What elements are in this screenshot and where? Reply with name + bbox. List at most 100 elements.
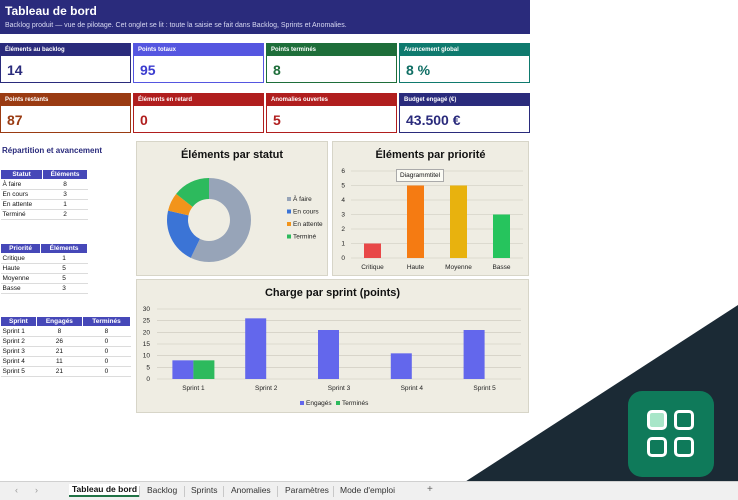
table-row: Sprint 2 26 0 xyxy=(0,336,131,347)
bar[interactable] xyxy=(463,330,485,379)
kpi-value: 5 xyxy=(273,112,281,128)
table-cell[interactable]: Sprint 2 xyxy=(0,336,37,347)
table-row: Sprint 4 11 0 xyxy=(0,356,131,367)
sheet-tab-bar: ‹ › Tableau de bord Backlog Sprints Anom… xyxy=(0,481,738,500)
table-cell[interactable]: Basse xyxy=(0,283,41,294)
status-chart-plot: À faire En cours En attente Terminé xyxy=(167,178,323,262)
table-cell[interactable]: 26 xyxy=(36,336,83,347)
table-cell[interactable]: 3 xyxy=(42,189,88,200)
kpi-label: Anomalies ouvertes xyxy=(267,94,396,106)
next-sheet-icon[interactable]: › xyxy=(35,485,38,495)
kpi-value: 8 xyxy=(273,62,281,78)
tab-parametres[interactable]: Paramètres xyxy=(285,485,329,495)
tab-sprints[interactable]: Sprints xyxy=(191,485,218,495)
table-cell[interactable]: En attente xyxy=(0,199,43,210)
pie-slice[interactable] xyxy=(190,178,251,262)
table-cell[interactable]: 21 xyxy=(36,366,83,377)
table-row: Sprint 5 21 0 xyxy=(0,366,131,377)
y-tick-label: 0 xyxy=(341,255,345,262)
dashboard-header: Tableau de bord Backlog produit — vue de… xyxy=(0,0,530,34)
x-tick-label: Critique xyxy=(361,264,384,271)
table-cell[interactable]: Sprint 5 xyxy=(0,366,37,377)
table-cell[interactable]: À faire xyxy=(0,179,43,190)
table-cell[interactable]: 0 xyxy=(82,356,131,367)
x-tick-label: Sprint 2 xyxy=(255,385,278,392)
table-cell[interactable]: 8 xyxy=(82,326,131,337)
pie-slice[interactable] xyxy=(168,193,193,216)
table-cell[interactable]: Sprint 3 xyxy=(0,346,37,357)
sprint-chart[interactable]: Charge par sprint (points) 0 5 10 15 20 25 30 S… xyxy=(136,279,529,413)
chart-tooltip: Diagrammtitel xyxy=(396,169,445,182)
table-cell[interactable]: 1 xyxy=(42,199,88,210)
table-cell[interactable]: Sprint 1 xyxy=(0,326,37,337)
prev-sheet-icon[interactable]: ‹ xyxy=(15,485,18,495)
pie-slice[interactable] xyxy=(176,178,209,207)
table-row: Terminé 2 xyxy=(0,209,88,220)
table-cell[interactable]: 3 xyxy=(40,283,88,294)
kpi-label: Éléments en retard xyxy=(134,94,263,106)
table-cell[interactable]: Haute xyxy=(0,263,41,274)
column-header: Terminés xyxy=(81,316,132,327)
bar[interactable] xyxy=(318,330,339,379)
status-table: Statut Éléments À faire 8 En cours 3 En atte… xyxy=(0,169,88,220)
table-cell[interactable]: 5 xyxy=(40,263,88,274)
tab-separator xyxy=(184,486,185,497)
priority-chart-plot: 0 1 2 3 4 5 6 Critique Haute Moyenne Basse xyxy=(341,168,523,271)
y-tick-label: 0 xyxy=(146,376,150,383)
priority-chart[interactable]: Éléments par priorité 0 1 2 3 4 5 6 Critique Hau… xyxy=(332,141,529,276)
x-tick-label: Moyenne xyxy=(445,264,472,271)
bar[interactable] xyxy=(450,185,467,259)
table-cell[interactable]: 1 xyxy=(40,253,88,264)
table-cell[interactable]: 0 xyxy=(82,366,131,377)
table-cell[interactable]: 2 xyxy=(42,209,88,220)
table-cell[interactable]: Moyenne xyxy=(0,273,41,284)
column-header: Engagés xyxy=(35,316,83,327)
kpi-label: Points terminés xyxy=(267,44,396,56)
sprint-table: Sprint Engagés Terminés Sprint 1 8 8 Sprint… xyxy=(0,316,132,377)
x-tick-label: Sprint 5 xyxy=(473,385,496,392)
table-cell[interactable]: 8 xyxy=(36,326,83,337)
kpi-value: 8 % xyxy=(406,62,431,78)
table-cell[interactable]: Critique xyxy=(0,253,41,264)
table-cell[interactable]: 0 xyxy=(82,346,131,357)
table-cell[interactable]: 0 xyxy=(82,336,131,347)
table-cell[interactable]: 5 xyxy=(40,273,88,284)
column-header: Priorité xyxy=(0,243,42,254)
y-tick-label: 5 xyxy=(146,364,150,371)
status-chart[interactable]: Éléments par statut À faire En cours En at… xyxy=(136,141,328,276)
table-cell[interactable]: 21 xyxy=(36,346,83,357)
bar[interactable] xyxy=(364,243,381,259)
bar[interactable] xyxy=(407,185,424,259)
tile-icon xyxy=(674,437,694,457)
legend-label: Terminés xyxy=(342,400,369,407)
tab-separator xyxy=(139,486,140,497)
y-tick-label: 15 xyxy=(143,341,151,348)
table-row: Basse 3 xyxy=(0,283,88,294)
bar[interactable] xyxy=(193,360,215,379)
kpi-label: Avancement global xyxy=(400,44,529,56)
x-tick-label: Haute xyxy=(407,264,425,271)
table-cell[interactable]: Terminé xyxy=(0,209,43,220)
bar[interactable] xyxy=(245,318,267,379)
add-sheet-icon[interactable]: + xyxy=(427,484,433,495)
table-cell[interactable]: 8 xyxy=(42,179,88,190)
legend-label: Terminé xyxy=(293,234,317,241)
table-cell[interactable]: Sprint 4 xyxy=(0,356,37,367)
y-tick-label: 10 xyxy=(143,353,151,360)
tab-tableau-de-bord[interactable]: Tableau de bord xyxy=(69,484,141,497)
y-tick-label: 30 xyxy=(143,306,151,313)
tab-anomalies[interactable]: Anomalies xyxy=(231,485,271,495)
app-icon[interactable] xyxy=(628,391,714,477)
bar[interactable] xyxy=(172,360,194,379)
bar[interactable] xyxy=(493,214,510,259)
pie-slice[interactable] xyxy=(167,210,200,258)
table-cell[interactable]: 11 xyxy=(36,356,83,367)
kpi-value: 87 xyxy=(7,112,23,128)
y-tick-label: 25 xyxy=(143,318,151,325)
tab-mode-emploi[interactable]: Mode d'emploi xyxy=(340,485,396,495)
table-cell[interactable]: En cours xyxy=(0,189,43,200)
bar[interactable] xyxy=(390,353,412,379)
tab-backlog[interactable]: Backlog xyxy=(147,485,178,495)
legend-swatch xyxy=(300,401,304,405)
